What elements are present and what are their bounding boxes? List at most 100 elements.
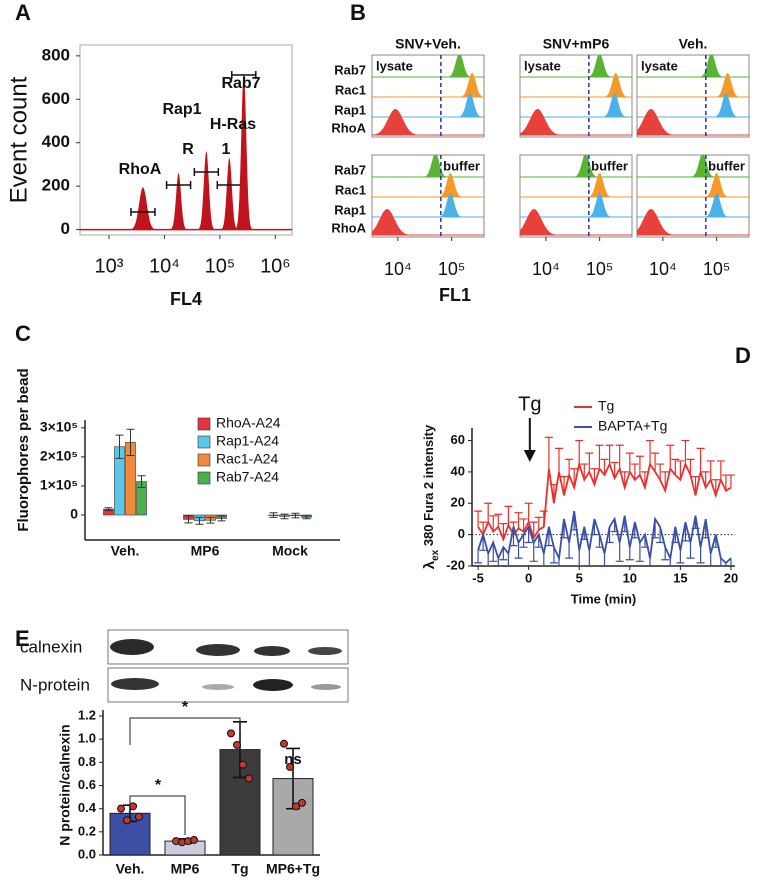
histogram-peak xyxy=(637,109,682,135)
significance-label: * xyxy=(182,699,189,716)
peak-label: H-Ras xyxy=(210,116,256,133)
data-point xyxy=(117,804,125,813)
y-tick-label: 0.0 xyxy=(78,846,96,861)
blot-band xyxy=(202,684,234,690)
panel-plot xyxy=(520,155,632,236)
error-bar xyxy=(565,458,574,476)
error-bar xyxy=(514,542,523,559)
error-bar xyxy=(302,515,311,520)
y-tick-label: 0.4 xyxy=(78,800,97,815)
error-bar xyxy=(595,444,604,469)
x-tick-label: 0 xyxy=(525,570,532,585)
y-tick-label: 0 xyxy=(70,506,78,522)
significance-label: * xyxy=(155,777,162,794)
plot-area xyxy=(474,436,735,566)
y-tick-label: 3×10⁵ xyxy=(40,419,78,435)
histogram-peak xyxy=(701,173,732,197)
x-tick-label: MP6+Tg xyxy=(266,861,320,877)
series-line xyxy=(477,510,732,565)
x-tick-label: 15 xyxy=(673,570,687,585)
data-point xyxy=(190,835,198,844)
y-tick-label: 0 xyxy=(61,219,70,238)
arrow-head xyxy=(523,450,536,462)
histogram-peak xyxy=(584,193,615,217)
panel-plot xyxy=(372,55,484,136)
panel-plot xyxy=(637,155,749,236)
error-bar xyxy=(549,547,558,564)
error-bar xyxy=(474,550,483,564)
error-bar xyxy=(554,447,563,472)
error-bar xyxy=(104,507,113,512)
error-bar xyxy=(649,558,651,566)
y-tick-label: 0.8 xyxy=(78,754,96,769)
error-bar xyxy=(575,439,584,465)
series-label: Rab7 xyxy=(334,62,366,77)
y-label-symbol: λ xyxy=(421,560,438,569)
blot-band xyxy=(308,647,342,655)
error-bar xyxy=(725,562,727,566)
histogram-peak xyxy=(712,73,743,97)
peak xyxy=(168,173,189,230)
error-bar xyxy=(534,516,543,530)
error-bar xyxy=(720,558,722,566)
x-tick-label: -5 xyxy=(472,570,484,585)
y-tick-label: 0 xyxy=(458,526,465,541)
error-bar xyxy=(217,515,226,522)
peak xyxy=(127,187,159,230)
legend-swatch xyxy=(197,471,211,485)
blot-band xyxy=(253,679,293,691)
series-label: Rab7 xyxy=(334,162,366,177)
error-bar xyxy=(600,458,609,476)
x-tick-label: MP6 xyxy=(191,543,220,559)
legend-swatch xyxy=(197,435,211,449)
error-bar xyxy=(514,512,523,529)
legend-label: BAPTA+Tg xyxy=(598,418,667,434)
data-point xyxy=(280,739,288,748)
error-bar xyxy=(635,542,644,562)
y-tick-label: 600 xyxy=(42,89,70,108)
error-bar xyxy=(504,505,513,526)
legend-swatch xyxy=(197,417,211,431)
x-tick-label: 10⁴ xyxy=(532,259,560,279)
y-tick-label: 0.6 xyxy=(78,777,96,792)
histogram-peak xyxy=(570,155,601,177)
histogram-peak xyxy=(637,209,682,235)
error-bar xyxy=(681,439,690,465)
y-axis-label: N protein/calnexin xyxy=(57,724,73,845)
data-point xyxy=(135,812,143,821)
histogram-peak xyxy=(584,55,615,77)
y-tick-label: 0.2 xyxy=(78,823,96,838)
y-tick-label: -20 xyxy=(446,557,465,572)
x-tick-label: 10⁵ xyxy=(205,255,236,277)
column-title: SNV+Veh. xyxy=(395,36,461,52)
y-axis-label: Event count xyxy=(5,76,32,203)
x-tick-label: Mock xyxy=(272,543,308,559)
data-point xyxy=(245,774,253,783)
histogram-peak xyxy=(372,109,426,135)
peak-label: Rab7 xyxy=(221,75,260,92)
error-bar xyxy=(484,502,493,523)
x-tick-label: MP6 xyxy=(171,861,200,877)
y-axis-label: λex 380 Fura 2 intensity xyxy=(421,424,441,569)
x-tick-label: Veh. xyxy=(116,861,145,877)
peak xyxy=(219,157,240,230)
panel-tag: buffer xyxy=(591,158,628,173)
data-point xyxy=(227,729,235,738)
error-bar xyxy=(588,550,590,566)
y-tick-label: 20 xyxy=(451,495,465,510)
blot-band xyxy=(254,646,290,656)
error-bar xyxy=(489,542,498,562)
data-point xyxy=(292,802,300,811)
panel-plot xyxy=(372,155,484,236)
peak xyxy=(196,151,217,230)
data-point xyxy=(298,798,306,807)
blot-band xyxy=(111,678,159,690)
x-tick-label: 20 xyxy=(724,570,738,585)
histogram-peak xyxy=(520,109,568,135)
x-tick-label: 10⁶ xyxy=(260,255,290,277)
error-bar xyxy=(671,458,680,476)
panel-tag: buffer xyxy=(708,158,745,173)
blot-band xyxy=(196,644,240,656)
data-point xyxy=(123,816,131,825)
error-bar xyxy=(676,550,685,564)
